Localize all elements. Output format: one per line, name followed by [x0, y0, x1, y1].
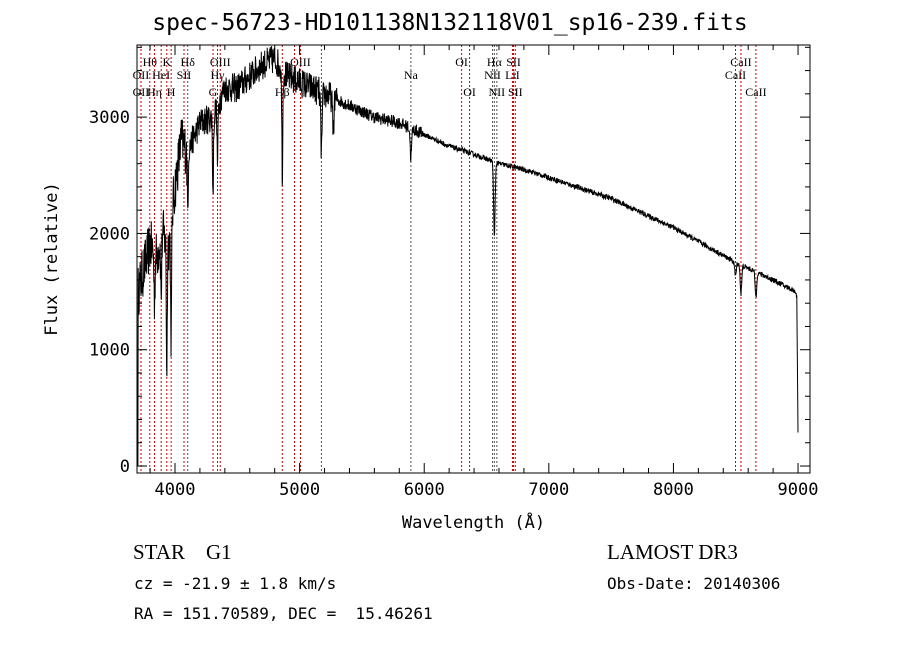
- object-class: STAR G1: [133, 540, 232, 564]
- plot-frame: [136, 44, 811, 474]
- line-label: SII: [506, 55, 521, 69]
- line-label: OI: [455, 55, 468, 69]
- x-tick-label: 6000: [404, 480, 445, 500]
- line-label: K: [162, 55, 171, 69]
- y-tick-label: 1000: [89, 341, 130, 361]
- line-label: HeI: [152, 68, 170, 82]
- coordinates: RA = 151.70589, DEC = 15.46261: [134, 604, 433, 623]
- spectrum-line: [137, 45, 799, 467]
- line-label: CaII: [725, 68, 746, 82]
- x-tick-label: 5000: [279, 480, 320, 500]
- redshift-info: cz = -21.9 ± 1.8 km/s: [134, 574, 337, 593]
- x-tick-label: 4000: [155, 480, 196, 500]
- y-tick-label: 0: [120, 457, 130, 477]
- line-label: SII: [177, 68, 192, 82]
- line-label: NII: [489, 85, 506, 99]
- chart-title: spec-56723-HD101138N132118V01_sp16-239.f…: [152, 10, 748, 36]
- line-label: OI: [463, 85, 476, 99]
- line-label: Hβ: [275, 85, 290, 99]
- y-tick-label: 3000: [89, 108, 130, 128]
- x-tick-label: 9000: [778, 480, 819, 500]
- x-axis-label: Wavelength (Å): [402, 511, 545, 533]
- line-label: Na: [404, 68, 419, 82]
- line-label: Hη: [147, 85, 162, 99]
- survey-name: LAMOST DR3: [607, 540, 738, 564]
- line-label: SII: [508, 85, 523, 99]
- line-label: H: [167, 85, 176, 99]
- y-tick-label: 2000: [89, 224, 130, 244]
- line-label: OIII: [210, 55, 231, 69]
- line-label: G: [209, 85, 218, 99]
- line-label: CaII: [745, 85, 766, 99]
- line-label: OIII: [290, 55, 311, 69]
- line-label: NII: [484, 68, 501, 82]
- x-tick-label: 8000: [653, 480, 694, 500]
- line-label: LiI: [505, 68, 520, 82]
- line-label: Hδ: [181, 55, 196, 69]
- line-label: CaII: [730, 55, 751, 69]
- y-axis-label: Flux (relative): [42, 182, 62, 336]
- line-label: Hγ: [211, 68, 226, 82]
- line-label: Hθ: [143, 55, 158, 69]
- x-tick-label: 7000: [528, 480, 569, 500]
- obs-date: Obs-Date: 20140306: [607, 574, 781, 593]
- line-label: Hα: [487, 55, 503, 69]
